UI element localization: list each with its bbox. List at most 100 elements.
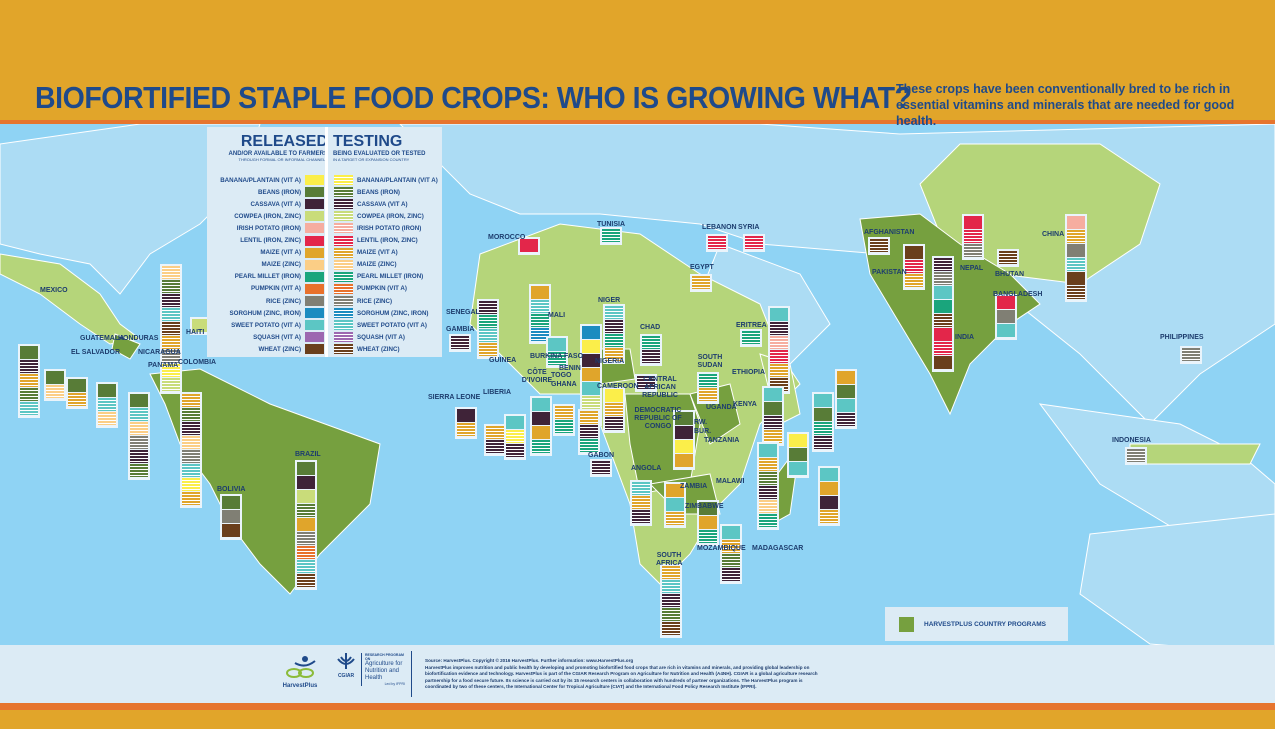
released-crop-cell xyxy=(46,371,64,384)
legend-item-released: MAIZE (ZINC) xyxy=(261,259,324,270)
testing-crop-cell xyxy=(592,461,610,474)
legend-label: PUMPKIN (VIT A) xyxy=(251,285,301,293)
released-crop-cell xyxy=(675,426,693,439)
released-crop-cell xyxy=(837,399,855,412)
released-crop-cell xyxy=(789,462,807,475)
legend-item-testing: SORGHUM (ZINC, IRON) xyxy=(334,308,429,319)
released-crop-cell xyxy=(666,498,684,511)
testing-crop-cell xyxy=(182,422,200,435)
testing-crop-cell xyxy=(162,294,180,307)
country-label: SENEGAL xyxy=(446,309,480,316)
testing-crop-cell xyxy=(182,436,200,449)
testing-crop-cell xyxy=(632,496,650,509)
testing-crop-cell xyxy=(479,315,497,328)
testing-crop-cell xyxy=(964,244,982,257)
country-label: DEMOCRATIC REPUBLIC OF CONGO xyxy=(634,407,682,430)
released-crop-cell xyxy=(297,490,315,503)
testing-crop-cell xyxy=(486,440,504,453)
legend-label: MAIZE (ZINC) xyxy=(357,261,397,269)
released-crop-cell xyxy=(722,526,740,539)
legend-label: RICE (ZINC) xyxy=(357,297,393,305)
released-swatch xyxy=(305,320,324,331)
crop-stack xyxy=(600,227,622,245)
released-crop-cell xyxy=(820,482,838,495)
crop-stack xyxy=(818,466,840,526)
country-label: MALAWI xyxy=(716,478,745,485)
testing-crop-cell xyxy=(662,594,680,607)
legend-item-released: SORGHUM (ZINC, IRON) xyxy=(230,308,324,319)
testing-swatch xyxy=(334,199,353,210)
released-swatch xyxy=(305,271,324,282)
legend-label: PEARL MILLET (IRON) xyxy=(234,273,301,281)
map-land xyxy=(0,123,1275,655)
legend-item-testing: COWPEA (IRON, ZINC) xyxy=(334,211,424,222)
testing-crop-cell xyxy=(506,444,524,457)
released-crop-cell xyxy=(814,408,832,421)
country-program-swatch xyxy=(899,616,914,632)
a4nh-small-text: RESEARCH PROGRAM ON xyxy=(365,653,404,661)
country-label: LEBANON xyxy=(702,224,737,231)
released-crop-cell xyxy=(532,398,550,411)
legend-item-released: IRISH POTATO (IRON) xyxy=(237,223,324,234)
testing-crop-cell xyxy=(632,482,650,495)
testing-crop-cell xyxy=(759,500,777,513)
testing-swatch xyxy=(334,271,353,282)
testing-crop-cell xyxy=(1067,230,1085,243)
testing-crop-cell xyxy=(770,336,788,349)
released-crop-cell xyxy=(934,286,952,299)
testing-crop-cell xyxy=(486,426,504,439)
country-label: PHILIPPINES xyxy=(1160,334,1204,341)
testing-crop-cell xyxy=(479,343,497,356)
crop-stack xyxy=(812,392,834,452)
crop-stack xyxy=(664,482,686,528)
crop-stack xyxy=(96,382,118,428)
country-label: CHINA xyxy=(1042,231,1065,238)
a4nh-led-text: Led by IFPRI xyxy=(384,682,405,686)
testing-crop-cell xyxy=(814,422,832,435)
released-crop-cell xyxy=(934,300,952,313)
testing-crop-cell xyxy=(605,417,623,430)
released-crop-cell xyxy=(997,324,1015,337)
crop-stack xyxy=(504,414,526,460)
testing-crop-cell xyxy=(722,568,740,581)
testing-crop-cell xyxy=(642,350,660,363)
testing-swatch xyxy=(334,320,353,331)
crop-stack xyxy=(449,334,471,352)
country-label: ANGOLA xyxy=(631,465,662,472)
crop-stack xyxy=(529,284,551,344)
testing-crop-cell xyxy=(605,348,623,361)
country-label: SIERRA LEONE xyxy=(428,394,481,401)
page-title: BIOFORTIFIED STAPLE FOOD CROPS: WHO IS G… xyxy=(35,80,912,115)
testing-crop-cell xyxy=(632,510,650,523)
released-crop-cell xyxy=(20,346,38,359)
released-swatch xyxy=(305,259,324,270)
crop-stack xyxy=(66,377,88,409)
country-label: BENIN xyxy=(559,365,581,372)
testing-crop-cell xyxy=(580,425,598,438)
legend-label: WHEAT (ZINC) xyxy=(357,345,400,353)
country-label: KENYA xyxy=(733,401,757,408)
testing-crop-cell xyxy=(905,274,923,287)
released-crop-cell xyxy=(837,371,855,384)
crop-stack xyxy=(740,329,762,347)
testing-crop-cell xyxy=(602,229,620,242)
released-crop-cell xyxy=(582,382,600,395)
crop-stack xyxy=(995,294,1017,340)
released-crop-cell xyxy=(222,524,240,537)
country-label: HAITI xyxy=(186,329,205,336)
legend-item-released: PEARL MILLET (IRON) xyxy=(234,271,324,282)
legend-testing-title: TESTING xyxy=(333,133,403,150)
country-label: PANAMA xyxy=(148,362,179,369)
crop-stack xyxy=(660,564,682,638)
legend-label: LENTIL (IRON, ZINC) xyxy=(357,237,418,244)
testing-crop-cell xyxy=(479,301,497,314)
legend-item-testing: LENTIL (IRON, ZINC) xyxy=(334,235,418,246)
crop-stack xyxy=(190,317,212,335)
testing-crop-cell xyxy=(637,376,655,389)
crop-stack xyxy=(690,274,712,292)
released-crop-cell xyxy=(934,356,952,369)
released-crop-cell xyxy=(548,338,566,351)
released-swatch xyxy=(305,283,324,294)
testing-crop-cell xyxy=(814,436,832,449)
released-crop-cell xyxy=(130,394,148,407)
